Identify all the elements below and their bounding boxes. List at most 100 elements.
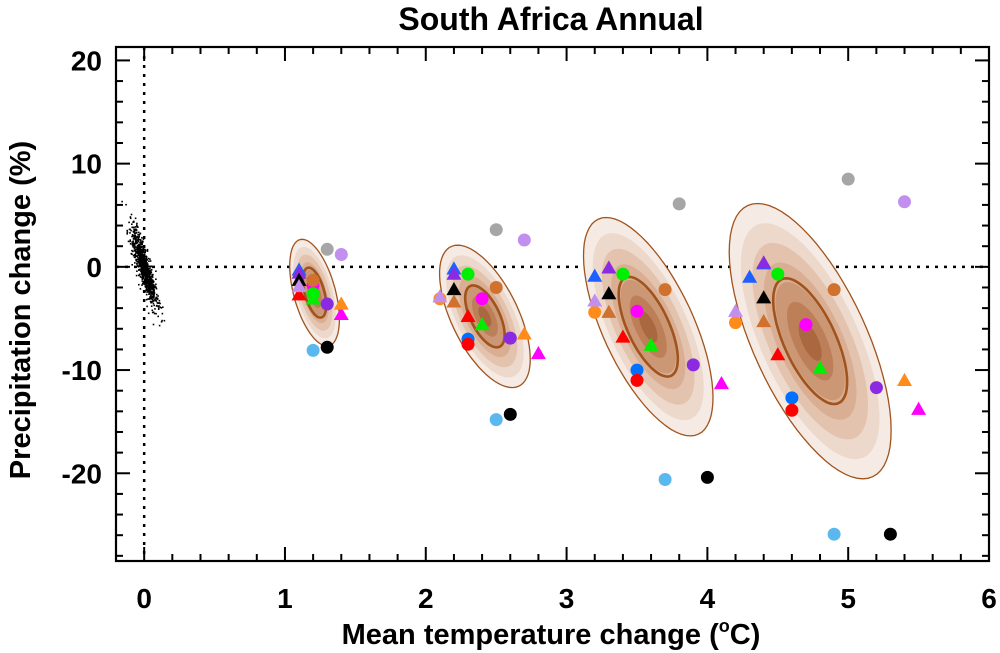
distribution-4 — [728, 202, 892, 480]
model-circle — [686, 358, 700, 372]
noise-point — [148, 293, 150, 295]
noise-point — [149, 277, 151, 279]
noise-point — [147, 290, 149, 293]
model-triangle — [460, 308, 476, 323]
noise-point — [147, 268, 149, 270]
noise-point — [134, 235, 136, 238]
x-axis-label-main: Mean temperature change ( — [342, 619, 719, 651]
noise-point — [151, 275, 153, 277]
noise-point — [160, 307, 163, 309]
noise-point — [135, 237, 137, 239]
noise-point — [148, 260, 150, 262]
noise-point — [146, 305, 148, 308]
noise-point — [152, 323, 155, 326]
noise-point — [152, 293, 154, 295]
model-triangle — [770, 347, 786, 361]
noise-point — [151, 311, 154, 314]
series-red — [461, 337, 799, 417]
noise-point — [144, 262, 146, 265]
noise-point — [135, 241, 137, 244]
noise-point — [141, 254, 144, 256]
noise-point — [141, 251, 144, 254]
noise-point — [154, 298, 156, 301]
noise-point — [145, 287, 148, 290]
model-circle — [517, 233, 531, 247]
noise-point — [141, 284, 143, 286]
noise-point — [147, 265, 150, 267]
noise-point — [138, 260, 141, 262]
noise-point — [137, 264, 139, 267]
noise-point — [147, 312, 150, 315]
model-circle — [630, 304, 644, 318]
series-tri-black — [291, 272, 772, 304]
noise-point — [142, 265, 144, 267]
noise-point — [137, 244, 140, 246]
noise-point — [146, 269, 149, 272]
noise-point — [138, 233, 141, 236]
noise-point — [158, 299, 161, 302]
noise-point — [131, 223, 133, 225]
noise-point — [152, 296, 155, 299]
noise-point — [132, 238, 135, 240]
noise-point — [151, 292, 153, 295]
noise-point — [137, 226, 139, 228]
noise-point — [134, 229, 136, 232]
noise-point — [147, 286, 149, 288]
noise-point — [144, 272, 146, 274]
noise-point — [152, 280, 155, 283]
noise-point — [150, 268, 153, 271]
noise-point — [139, 268, 142, 271]
model-triangle — [474, 317, 490, 331]
noise-point — [144, 278, 147, 280]
noise-point — [131, 226, 133, 229]
x-tick-label: 1 — [277, 583, 293, 614]
noise-point — [141, 271, 143, 274]
noise-point — [140, 264, 143, 266]
noise-point — [155, 283, 157, 286]
noise-point — [141, 237, 143, 239]
noise-point — [144, 264, 147, 267]
series-black — [320, 340, 897, 541]
noise-point — [141, 270, 144, 273]
noise-point — [141, 278, 144, 280]
model-triangle — [756, 290, 772, 304]
noise-point — [143, 271, 146, 273]
noise-point — [136, 222, 138, 225]
noise-point — [146, 280, 149, 282]
noise-point — [136, 245, 139, 247]
noise-point — [151, 301, 154, 303]
noise-point — [158, 324, 161, 327]
noise-point — [145, 269, 147, 272]
model-triangle — [812, 360, 828, 374]
noise-point — [149, 269, 152, 272]
noise-point — [137, 252, 140, 254]
series-purple — [320, 297, 883, 395]
noise-point — [142, 251, 145, 253]
series-lime — [306, 267, 785, 301]
noise-point — [131, 249, 133, 252]
noise-point — [135, 260, 138, 262]
noise-point — [132, 221, 134, 223]
noise-point — [138, 262, 141, 265]
model-circle — [827, 283, 841, 297]
noise-point — [145, 293, 148, 296]
model-triangle — [713, 375, 729, 390]
model-triangle — [516, 326, 532, 340]
noise-point — [147, 270, 149, 273]
noise-point — [138, 283, 140, 286]
noise-point — [152, 311, 155, 313]
noise-point — [150, 271, 153, 273]
noise-point — [149, 296, 151, 298]
model-circle — [658, 283, 672, 297]
noise-point — [144, 274, 146, 277]
noise-point — [145, 263, 147, 266]
noise-point — [137, 240, 139, 242]
noise-point — [141, 258, 143, 261]
noise-point — [138, 274, 140, 277]
model-circle — [869, 381, 883, 395]
noise-point — [142, 245, 145, 248]
noise-point — [150, 281, 153, 283]
noise-point — [139, 254, 141, 257]
noise-point — [150, 284, 152, 287]
noise-point — [128, 228, 131, 231]
